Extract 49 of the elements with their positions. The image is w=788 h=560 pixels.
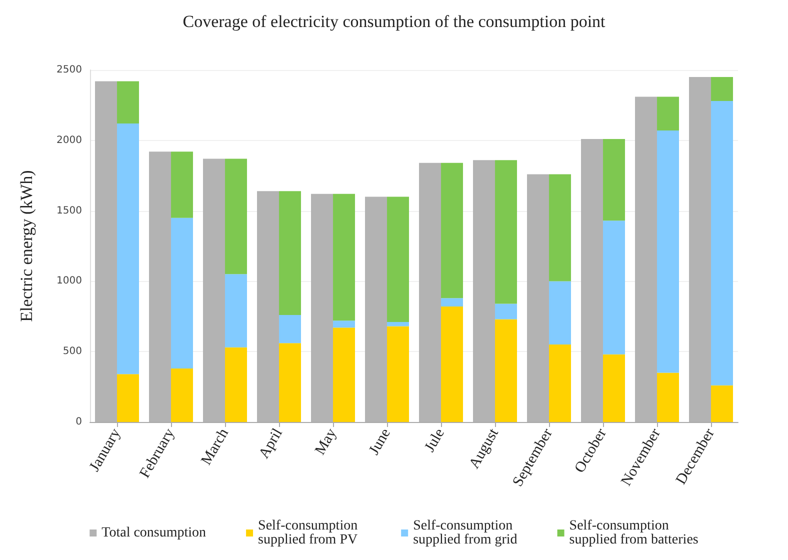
bar bbox=[549, 174, 571, 282]
bar bbox=[657, 130, 679, 373]
y-tick-label: 1500 bbox=[56, 205, 82, 216]
bar bbox=[549, 344, 571, 422]
bar bbox=[333, 328, 355, 422]
bar bbox=[279, 191, 301, 315]
bar bbox=[657, 96, 679, 131]
bar bbox=[171, 152, 193, 218]
bar bbox=[333, 320, 355, 328]
y-tick-label: 500 bbox=[62, 346, 82, 358]
bar bbox=[711, 385, 733, 422]
bar bbox=[387, 322, 409, 326]
bar bbox=[279, 314, 301, 344]
legend-label: Self-consumption supplied from PV bbox=[258, 518, 362, 548]
chart-title: Coverage of electricity consumption of the consumption point bbox=[182, 12, 606, 31]
bar bbox=[603, 138, 625, 221]
bar bbox=[171, 218, 193, 368]
y-tick-label: 0 bbox=[76, 416, 82, 428]
bar bbox=[495, 304, 517, 320]
bar bbox=[711, 77, 733, 101]
legend-label: Self-consumption supplied from batteries bbox=[569, 518, 698, 548]
legend-label: Self-consumption supplied from grid bbox=[413, 518, 518, 548]
y-axis-title: Electric energy (kWh) bbox=[17, 170, 36, 322]
y-tick-label: 1000 bbox=[56, 276, 82, 287]
bar bbox=[657, 372, 679, 422]
y-tick-label: 2000 bbox=[56, 134, 82, 146]
bar bbox=[549, 281, 571, 345]
bar bbox=[171, 368, 193, 422]
bar bbox=[711, 100, 733, 386]
bar bbox=[225, 158, 247, 274]
bar bbox=[441, 298, 463, 307]
legend-label: Total consumption bbox=[102, 526, 206, 540]
bar bbox=[225, 347, 247, 422]
bar bbox=[117, 81, 139, 124]
bar bbox=[603, 354, 625, 422]
bar bbox=[387, 326, 409, 422]
bar bbox=[495, 319, 517, 422]
bar bbox=[333, 194, 355, 321]
bar bbox=[225, 274, 247, 348]
bar bbox=[387, 196, 409, 322]
bar bbox=[441, 162, 463, 298]
bar bbox=[603, 220, 625, 354]
bar bbox=[117, 374, 139, 422]
bar bbox=[495, 160, 517, 304]
bar bbox=[117, 124, 139, 374]
y-tick-label: 2500 bbox=[56, 64, 82, 76]
x-tick-label: Jule bbox=[422, 426, 448, 455]
bar bbox=[441, 306, 463, 422]
bar bbox=[279, 343, 301, 422]
